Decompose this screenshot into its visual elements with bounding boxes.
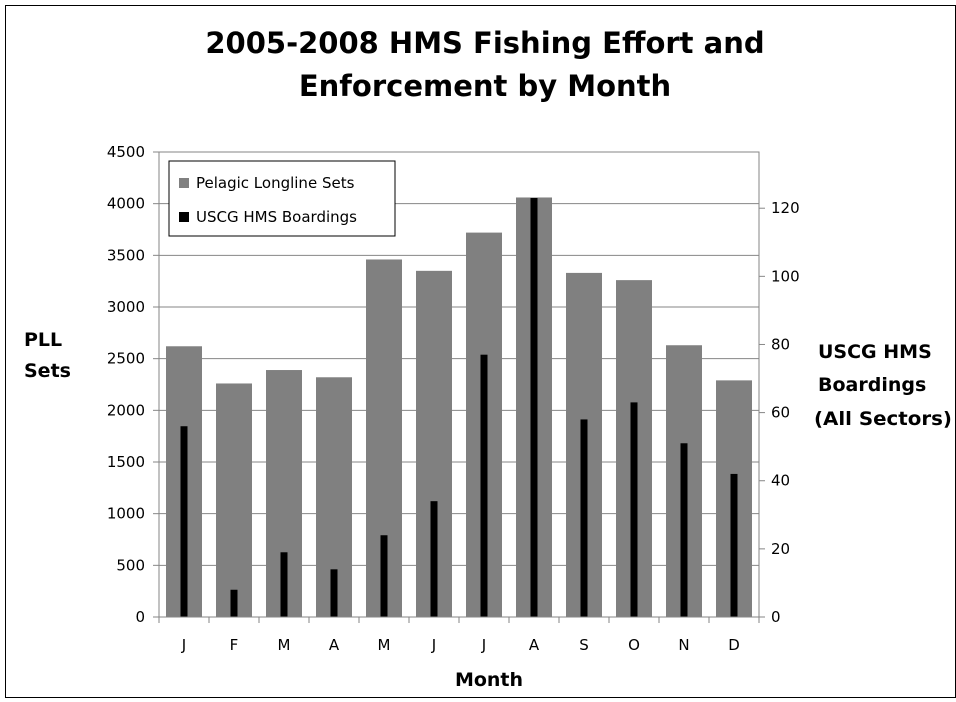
bars [166, 197, 752, 617]
x-tick-label: O [628, 636, 640, 654]
y2-axis-title-line-3: (All Sectors) [814, 408, 952, 430]
y2-tick-label: 100 [771, 267, 800, 285]
y-tick-label: 0 [135, 608, 145, 626]
x-tick-label: D [728, 636, 740, 654]
y2-tick-label: 40 [771, 472, 790, 490]
x-tick-label: N [678, 636, 689, 654]
legend-swatch-boardings [179, 212, 189, 222]
y2-tick-label: 60 [771, 404, 790, 422]
legend-box [168, 160, 396, 237]
bar-uscg-boardings [580, 419, 588, 617]
y-tick-label: 3500 [107, 246, 145, 264]
y-tick-label: 1000 [107, 505, 145, 523]
chart-title-line-2: Enforcement by Month [298, 69, 672, 103]
y2-tick-label: 80 [771, 335, 790, 353]
y-axis-title-line-2: Sets [24, 360, 71, 382]
bar-uscg-boardings [280, 552, 288, 617]
y2-tick-label: 20 [771, 540, 790, 558]
bar-uscg-boardings [180, 426, 188, 617]
legend-swatch-pll [179, 178, 189, 188]
x-tick-label: F [230, 636, 239, 654]
bar-uscg-boardings [230, 589, 238, 617]
y2-tick-label: 120 [771, 199, 800, 217]
legend-label-pll: Pelagic Longline Sets [196, 174, 355, 192]
x-axis-title: Month [455, 669, 523, 691]
bar-uscg-boardings [530, 197, 538, 617]
x-tick-label: J [181, 636, 186, 654]
axes: 0 500 1000 1500 2000 2500 3000 3500 4000 4500 0 20 4… [107, 143, 800, 654]
y-tick-label: 500 [116, 556, 145, 574]
x-tick-label: A [529, 636, 540, 654]
x-tick-label: S [579, 636, 589, 654]
y2-tick-label: 0 [771, 608, 781, 626]
bar-uscg-boardings [380, 535, 388, 617]
y-tick-label: 2000 [107, 401, 145, 419]
bar-uscg-boardings [680, 443, 688, 617]
chart-title: 2005-2008 HMS Fishing Effort and Enforce… [0, 22, 956, 108]
bar-pll-sets [216, 383, 252, 617]
bar-uscg-boardings [730, 473, 738, 617]
y2-axis-title-line-2: Boardings [818, 374, 926, 396]
y-tick-label: 2500 [107, 350, 145, 368]
bar-uscg-boardings [480, 354, 488, 617]
x-tick-label: A [329, 636, 340, 654]
bar-uscg-boardings [330, 569, 338, 617]
chart-title-line-1: 2005-2008 HMS Fishing Effort and [205, 26, 765, 60]
y-tick-label: 4500 [107, 143, 145, 161]
x-tick-label: J [431, 636, 436, 654]
bar-uscg-boardings [630, 402, 638, 617]
y2-axis-title-line-1: USCG HMS [818, 341, 932, 363]
x-tick-label: M [378, 636, 391, 654]
y-tick-label: 4000 [107, 195, 145, 213]
y-tick-label: 3000 [107, 298, 145, 316]
y-axis-title-line-1: PLL [24, 329, 62, 351]
legend-label-boardings: USCG HMS Boardings [196, 208, 357, 226]
y-tick-label: 1500 [107, 453, 145, 471]
x-tick-label: J [481, 636, 486, 654]
legend: Pelagic Longline Sets USCG HMS Boardings [168, 160, 396, 237]
x-tick-label: M [278, 636, 291, 654]
bar-uscg-boardings [430, 501, 438, 617]
